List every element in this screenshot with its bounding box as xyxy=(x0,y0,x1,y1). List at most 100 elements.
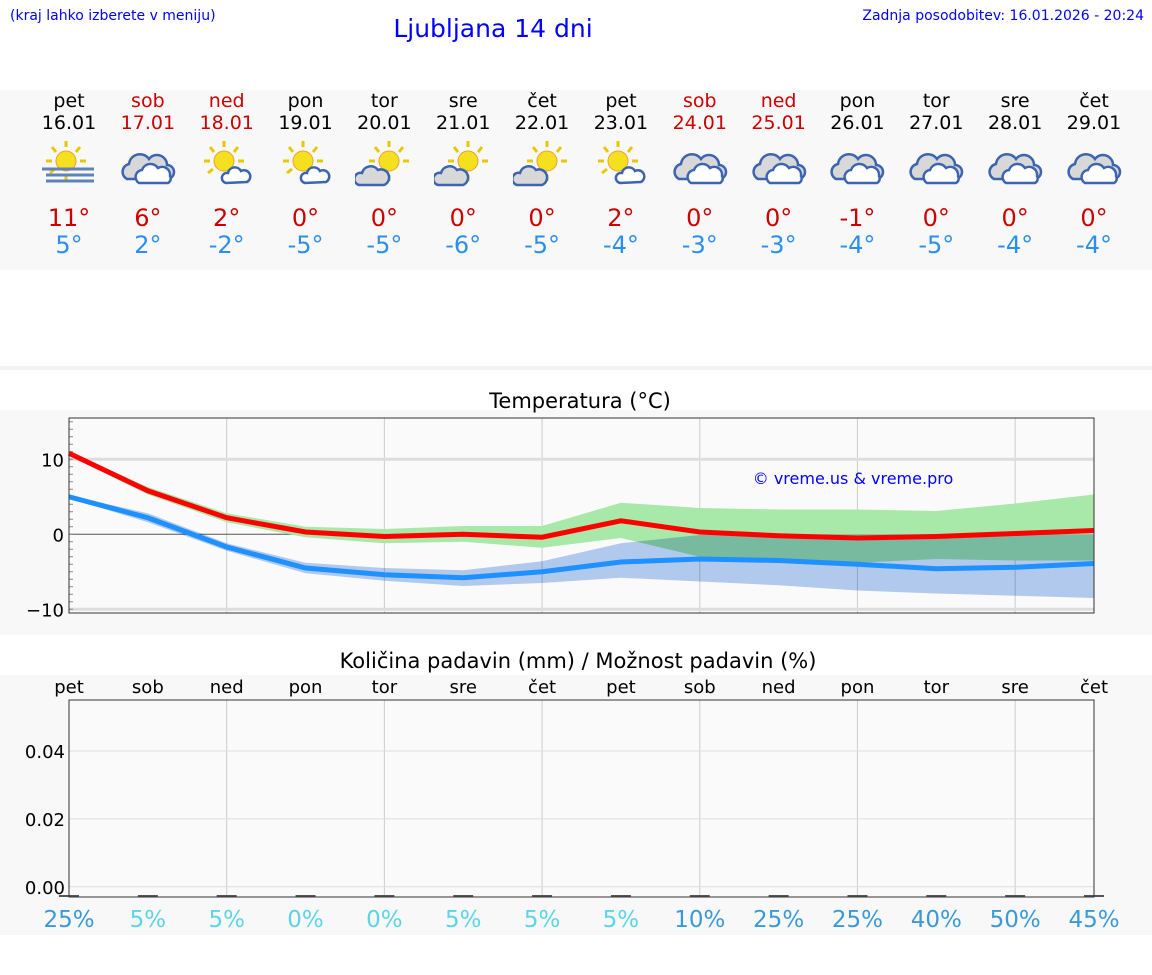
precip-probability: 40% xyxy=(911,907,962,933)
precip-bar xyxy=(374,895,395,897)
x-tick-label: čet xyxy=(528,677,556,698)
sun-small-cloud-icon xyxy=(581,138,661,190)
x-tick-label: sob xyxy=(132,677,164,698)
cloudy-icon xyxy=(108,138,188,190)
location-note: (kraj lahko izberete v meniju) xyxy=(10,8,216,24)
precipitation-chart: Količina padavin (mm) / Možnost padavin … xyxy=(0,649,1152,935)
x-tick-label: pet xyxy=(606,677,636,698)
precip-bar xyxy=(689,895,710,897)
day-date: 27.01 xyxy=(909,112,964,134)
day-date: 18.01 xyxy=(199,112,254,134)
min-temp: -5° xyxy=(524,231,561,259)
cloudy-icon xyxy=(660,138,740,190)
y-tick-label: −10 xyxy=(26,600,64,621)
x-tick-label: pon xyxy=(289,677,323,698)
day-date: 16.01 xyxy=(41,112,97,134)
day-name: sob xyxy=(682,90,717,112)
day-column: ned 25.01 0° -3° xyxy=(739,90,819,258)
day-name: ned xyxy=(760,90,797,112)
x-tick-label: ned xyxy=(210,677,244,698)
max-temp: 0° xyxy=(686,204,714,232)
day-name: tor xyxy=(370,90,398,112)
plot-frame xyxy=(68,417,1095,614)
day-column: čet 22.01 0° -5° xyxy=(502,90,582,258)
day-column: sob 24.01 0° -3° xyxy=(660,90,740,258)
chart-title: Temperatura (°C) xyxy=(488,389,671,413)
x-tick-label: ned xyxy=(762,677,796,698)
precip-probability: 25% xyxy=(43,907,94,933)
day-column: pet 16.01 11° 5° xyxy=(29,90,109,258)
min-temp: -5° xyxy=(287,231,324,259)
precip-bar xyxy=(137,895,158,897)
day-column: čet 29.01 0° -4° xyxy=(1054,90,1134,258)
max-temp-line xyxy=(67,450,1095,541)
min-temp: -2° xyxy=(208,231,245,259)
y-tick-label: 10 xyxy=(41,450,64,471)
day-name: čet xyxy=(527,90,557,112)
day-column: tor 20.01 0° -5° xyxy=(344,90,424,258)
min-temp: -6° xyxy=(445,231,482,259)
day-date: 19.01 xyxy=(278,112,333,134)
precip-probability: 5% xyxy=(603,907,640,933)
x-tick-label: sre xyxy=(1001,677,1028,698)
precip-probability: 10% xyxy=(674,907,725,933)
day-date: 24.01 xyxy=(672,112,727,134)
max-temp: 0° xyxy=(1080,204,1108,232)
day-name: sre xyxy=(448,90,478,112)
min-temp: 5° xyxy=(55,231,83,259)
min-temp-line xyxy=(68,494,1095,581)
day-column: sob 17.01 6° 2° xyxy=(108,90,188,258)
day-name: pet xyxy=(53,90,85,112)
x-tick-label: sre xyxy=(449,677,476,698)
x-tick-label: sob xyxy=(684,677,716,698)
precip-bar xyxy=(295,895,316,897)
precip-probability: 25% xyxy=(753,907,804,933)
x-tick-label: tor xyxy=(372,677,398,698)
min-temp-band xyxy=(69,495,1094,598)
max-temp: 0° xyxy=(291,204,320,232)
day-date: 29.01 xyxy=(1066,112,1122,134)
day-column: pet 23.01 2° -4° xyxy=(581,90,661,258)
precip-bar xyxy=(610,895,631,897)
precip-probability: 5% xyxy=(445,907,482,933)
day-name: pon xyxy=(287,90,324,112)
x-tick-label: pet xyxy=(54,677,84,698)
cloud-sun-icon xyxy=(423,138,503,190)
min-temp: -4° xyxy=(997,231,1034,259)
page-title: Ljubljana 14 dni xyxy=(393,14,593,43)
plot-area xyxy=(69,700,1094,897)
cloud-sun-icon xyxy=(344,138,424,190)
day-name: pet xyxy=(605,90,637,112)
day-column: sre 21.01 0° -6° xyxy=(423,90,503,258)
max-temp: 0° xyxy=(764,204,793,232)
min-temp: 2° xyxy=(134,231,162,259)
sun-fog-icon xyxy=(29,138,109,190)
precip-probability: 45% xyxy=(1068,907,1119,933)
max-temp: 6° xyxy=(134,204,162,232)
precip-probability: 5% xyxy=(208,907,245,933)
day-date: 23.01 xyxy=(593,112,649,134)
y-tick-label: 0.04 xyxy=(25,742,65,763)
precip-bar xyxy=(1005,895,1026,897)
precip-probability: 25% xyxy=(832,907,883,933)
temperature-chart: Temperatura (°C) −10 0 10 © vreme.us & vreme… xyxy=(0,389,1152,635)
max-temp: 2° xyxy=(213,204,241,232)
day-name: pon xyxy=(839,90,876,112)
cloudy-icon xyxy=(1054,138,1134,190)
precip-probability: 0% xyxy=(366,907,403,933)
max-temp: 0° xyxy=(922,204,950,232)
precip-bar xyxy=(532,895,553,897)
cloudy-icon xyxy=(739,138,819,190)
day-name: sob xyxy=(131,90,165,112)
day-date: 25.01 xyxy=(751,112,806,134)
precip-probability: 0% xyxy=(287,907,324,933)
day-name: čet xyxy=(1079,90,1109,112)
min-temp: -4° xyxy=(1076,231,1112,259)
cloudy-icon xyxy=(896,138,976,190)
chart-title: Količina padavin (mm) / Možnost padavin … xyxy=(340,649,817,673)
x-tick-label: čet xyxy=(1080,677,1108,698)
cloudy-icon xyxy=(975,138,1055,190)
precip-bar xyxy=(926,895,947,897)
plot-frame xyxy=(68,699,1095,898)
cloud-sun-icon xyxy=(502,138,582,190)
